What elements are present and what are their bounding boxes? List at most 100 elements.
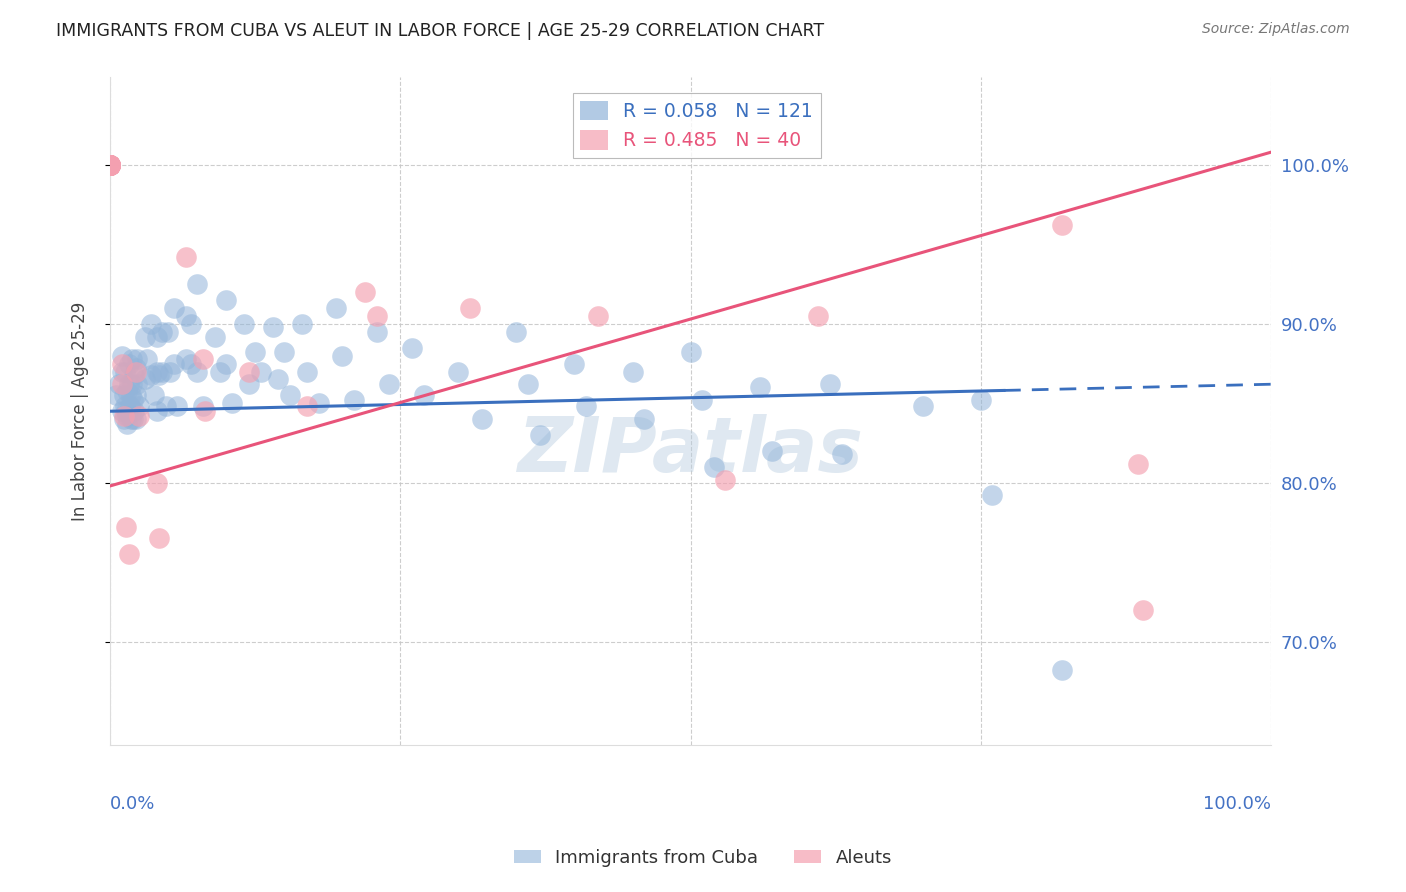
Point: [148, 368, 170, 382]
Point: [117, 409, 139, 423]
Point: [98, 158, 121, 172]
Point: [1050, 664, 1073, 678]
Y-axis label: In Labor Force | Age 25-29: In Labor Force | Age 25-29: [72, 301, 89, 521]
Point: [124, 364, 146, 378]
Point: [124, 388, 146, 402]
Point: [166, 400, 188, 414]
Point: [238, 377, 260, 392]
Point: [128, 400, 150, 414]
Point: [120, 388, 142, 402]
Point: [981, 488, 1004, 502]
Point: [114, 400, 136, 414]
Point: [124, 368, 146, 382]
Text: 100.0%: 100.0%: [1204, 795, 1271, 814]
Point: [150, 325, 173, 339]
Point: [163, 301, 186, 315]
Point: [163, 357, 186, 371]
Point: [148, 532, 170, 546]
Point: [703, 459, 725, 474]
Point: [118, 377, 141, 392]
Point: [761, 444, 783, 458]
Point: [186, 364, 208, 378]
Point: [1132, 603, 1154, 617]
Point: [124, 404, 146, 418]
Point: [174, 250, 197, 264]
Point: [447, 364, 470, 378]
Point: [273, 345, 295, 359]
Point: [343, 393, 366, 408]
Point: [115, 404, 138, 418]
Point: [191, 351, 214, 366]
Point: [679, 345, 702, 359]
Point: [215, 357, 238, 371]
Point: [128, 409, 150, 423]
Point: [111, 377, 134, 392]
Point: [505, 325, 527, 339]
Point: [267, 372, 290, 386]
Point: [633, 412, 655, 426]
Point: [1126, 457, 1149, 471]
Point: [564, 357, 586, 371]
Point: [517, 377, 540, 392]
Point: [139, 317, 162, 331]
Point: [690, 393, 713, 408]
Point: [621, 364, 644, 378]
Point: [215, 293, 238, 307]
Point: [354, 285, 377, 299]
Point: [118, 357, 141, 371]
Legend: Immigrants from Cuba, Aleuts: Immigrants from Cuba, Aleuts: [506, 842, 900, 874]
Point: [194, 404, 217, 418]
Point: [749, 380, 772, 394]
Point: [366, 325, 388, 339]
Point: [117, 384, 139, 398]
Point: [970, 393, 993, 408]
Point: [98, 158, 121, 172]
Point: [98, 158, 121, 172]
Point: [186, 277, 208, 291]
Point: [98, 158, 121, 172]
Point: [145, 364, 167, 378]
Point: [112, 388, 135, 402]
Point: [120, 412, 142, 426]
Point: [575, 400, 598, 414]
Point: [145, 404, 167, 418]
Point: [117, 417, 139, 431]
Point: [157, 325, 180, 339]
Point: [104, 388, 127, 402]
Point: [586, 309, 609, 323]
Point: [98, 158, 121, 172]
Point: [139, 368, 162, 382]
Point: [911, 400, 934, 414]
Point: [98, 158, 121, 172]
Point: [98, 158, 121, 172]
Point: [98, 158, 121, 172]
Text: ZIPatlas: ZIPatlas: [517, 414, 863, 488]
Point: [297, 364, 319, 378]
Point: [122, 412, 145, 426]
Point: [291, 317, 314, 331]
Point: [174, 351, 197, 366]
Text: Source: ZipAtlas.com: Source: ZipAtlas.com: [1202, 22, 1350, 37]
Point: [807, 309, 830, 323]
Legend: R = 0.058   N = 121, R = 0.485   N = 40: R = 0.058 N = 121, R = 0.485 N = 40: [572, 94, 821, 158]
Point: [114, 364, 136, 378]
Point: [174, 309, 197, 323]
Text: IMMIGRANTS FROM CUBA VS ALEUT IN LABOR FORCE | AGE 25-29 CORRELATION CHART: IMMIGRANTS FROM CUBA VS ALEUT IN LABOR F…: [56, 22, 824, 40]
Point: [98, 158, 121, 172]
Point: [412, 388, 434, 402]
Point: [118, 400, 141, 414]
Point: [121, 351, 143, 366]
Point: [232, 317, 254, 331]
Point: [98, 158, 121, 172]
Point: [111, 404, 134, 418]
Point: [111, 349, 134, 363]
Point: [1050, 219, 1073, 233]
Point: [831, 447, 853, 461]
Point: [98, 158, 121, 172]
Point: [136, 351, 159, 366]
Point: [238, 364, 260, 378]
Point: [262, 320, 284, 334]
Text: 0.0%: 0.0%: [110, 795, 156, 814]
Point: [134, 372, 156, 386]
Point: [250, 364, 273, 378]
